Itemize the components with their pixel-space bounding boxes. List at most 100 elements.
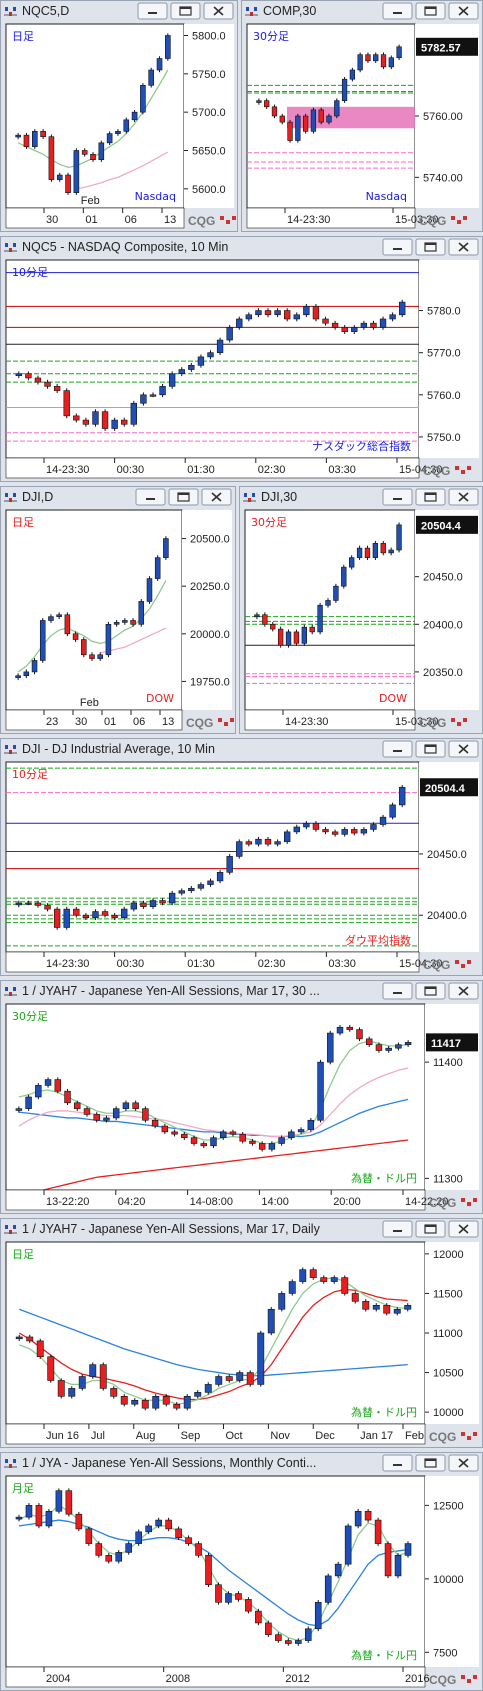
chart-window-jyah7-daily[interactable]: 1 / JYAH7 - Japanese Yen-All Sessions, M…	[0, 1218, 483, 1448]
chart-watermark: 為替・ドル円	[351, 1171, 417, 1185]
y-axis[interactable]: 5800.0 5750.0 5700.0 5650.0 5600.0	[184, 24, 234, 208]
minimize-button[interactable]	[382, 1454, 413, 1472]
candle	[197, 882, 205, 891]
window-title-bar[interactable]: 1 / JYA - Japanese Yen-All Sessions, Mon…	[1, 1453, 482, 1473]
candle	[256, 98, 262, 105]
candle	[216, 337, 224, 356]
candle	[130, 900, 137, 912]
close-button[interactable]	[201, 488, 232, 506]
candle	[380, 52, 387, 70]
y-axis[interactable]: 5760.00 5740.00 5782.57	[415, 24, 479, 208]
chart-window-dji-30min[interactable]: DJI,30 30分足 DOW 20450.0 20400.0 20350.0 20504.…	[239, 486, 483, 734]
y-axis[interactable]: 12500 10000 7500	[425, 1476, 479, 1667]
window-title-bar[interactable]: NQC5,D	[1, 1, 237, 21]
maximize-button[interactable]	[415, 1454, 446, 1472]
maximize-button[interactable]	[170, 2, 201, 20]
close-button[interactable]	[203, 2, 234, 20]
ma-long-line	[18, 1098, 409, 1138]
candle	[396, 44, 402, 60]
y-axis[interactable]: 20500.0 20250.0 20000.0 19750.0	[182, 510, 232, 710]
chart-window-jyah7-30min[interactable]: 1 / JYAH7 - Japanese Yen-All Sessions, M…	[0, 980, 483, 1214]
chart-window-dji-daily[interactable]: DJI,D 日足 DOW 20500.0 20250.0 20000.0 19750.0 23…	[0, 486, 236, 734]
last-price-tag	[426, 1033, 478, 1052]
maximize-button[interactable]	[415, 982, 446, 1000]
chart-window-nqc5-daily[interactable]: NQC5,D 日足 Nasdaq 5800.0 5750.0 5700.0 5650.0 56…	[0, 0, 238, 232]
candle	[318, 107, 324, 125]
candle	[249, 1138, 256, 1146]
chart-window-nqc5-10min[interactable]: NQC5 - NASDAQ Composite, 10 Min 10分足ナスダック…	[0, 236, 483, 482]
y-tick-label: 5760.0	[427, 390, 461, 402]
minimize-button[interactable]	[382, 2, 413, 20]
x-axis[interactable]: 30 01 06 13 Feb	[5, 195, 185, 229]
x-axis-background	[5, 207, 185, 229]
x-axis[interactable]: 14-23:30 15-03:30	[244, 709, 438, 731]
minimize-button[interactable]	[382, 488, 413, 506]
maximize-button[interactable]	[415, 488, 446, 506]
candle	[63, 388, 70, 419]
chart-plot-area[interactable]: 日足 DOW	[5, 509, 183, 711]
close-button[interactable]	[448, 2, 479, 20]
x-axis[interactable]: 23 30 01 06 13 Feb	[5, 697, 183, 731]
candle	[314, 1600, 322, 1632]
y-axis[interactable]: 11400 11300 11417	[425, 1004, 479, 1190]
candle	[215, 1582, 222, 1605]
y-axis[interactable]: 20450.0 20400.0 20504.4	[419, 762, 479, 952]
candle	[83, 1106, 91, 1117]
chart-window-comp-30min[interactable]: COMP,30 30分足 Nasdaq 5760.00 5740.00 5782.57 14…	[241, 0, 483, 232]
close-button[interactable]	[448, 1220, 479, 1238]
candle	[15, 900, 22, 908]
x-axis[interactable]: 13-22:20 04:20 14-08:00 14:00 20:00 14-22:20	[5, 1189, 448, 1211]
x-tick-label: 23	[46, 716, 58, 728]
x-tick-label: 02:30	[258, 958, 286, 970]
candle	[284, 308, 291, 322]
window-title-bar[interactable]: 1 / JYAH7 - Japanese Yen-All Sessions, M…	[1, 1219, 482, 1239]
candle	[122, 618, 128, 625]
maximize-button[interactable]	[415, 2, 446, 20]
close-button[interactable]	[448, 982, 479, 1000]
candle	[161, 1123, 169, 1135]
window-title-bar[interactable]: 1 / JYAH7 - Japanese Yen-All Sessions, M…	[1, 981, 482, 1001]
minimize-button[interactable]	[382, 982, 413, 1000]
candle	[370, 822, 377, 832]
y-axis[interactable]: 12000 11500 11000 10500 10000	[425, 1242, 479, 1424]
chart-window-jya-monthly[interactable]: 1 / JYA - Japanese Yen-All Sessions, Mon…	[0, 1452, 483, 1691]
window-title-bar[interactable]: NQC5 - NASDAQ Composite, 10 Min	[1, 237, 482, 257]
x-axis-background	[246, 207, 416, 229]
chart-plot-area[interactable]: 30分足 DOW	[244, 509, 416, 711]
window-title-bar[interactable]: DJI - DJ Industrial Average, 10 Min	[1, 739, 482, 759]
maximize-button[interactable]	[415, 238, 446, 256]
candle	[307, 1118, 315, 1132]
x-axis[interactable]: 2004 2008 2012 2016	[5, 1666, 429, 1688]
close-button[interactable]	[448, 1454, 479, 1472]
minimize-button[interactable]	[382, 1220, 413, 1238]
y-axis[interactable]: 5780.0 5770.0 5760.0 5750.0	[419, 260, 479, 458]
maximize-button[interactable]	[415, 740, 446, 758]
window-title-bar[interactable]: COMP,30	[242, 1, 482, 21]
close-button[interactable]	[448, 488, 479, 506]
minimize-button[interactable]	[137, 2, 168, 20]
minimize-button[interactable]	[382, 238, 413, 256]
y-axis[interactable]: 20450.0 20400.0 20350.0 20504.4	[415, 510, 479, 710]
window-title-bar[interactable]: DJI,D	[1, 487, 235, 507]
y-tick-label: 10500	[433, 1368, 464, 1380]
x-axis[interactable]: 14-23:30 00:30 01:30 02:30 03:30 15-04:30	[5, 951, 442, 973]
x-axis[interactable]: Jun 16 Jul Aug Sep Oct Nov Dec Jan 17 Feb	[5, 1423, 426, 1445]
minimize-button[interactable]	[135, 488, 166, 506]
maximize-button[interactable]	[168, 488, 199, 506]
chart-plot-area[interactable]: 日足 Nasdaq	[5, 23, 185, 209]
minimize-button[interactable]	[382, 740, 413, 758]
chart-window-dji-10min[interactable]: DJI - DJ Industrial Average, 10 Min 10分足ダ…	[0, 738, 483, 976]
chart-plot-area[interactable]: 30分足 Nasdaq	[246, 23, 416, 209]
close-button[interactable]	[448, 740, 479, 758]
maximize-button[interactable]	[415, 1220, 446, 1238]
window-title-bar[interactable]: DJI,30	[240, 487, 482, 507]
x-axis[interactable]: 14-23:30 15-03:30	[246, 207, 438, 229]
close-button[interactable]	[448, 238, 479, 256]
x-axis[interactable]: 14-23:30 00:30 01:30 02:30 03:30 15-04:30	[5, 457, 442, 479]
x-tick-label: 14-22:20	[405, 1196, 448, 1208]
